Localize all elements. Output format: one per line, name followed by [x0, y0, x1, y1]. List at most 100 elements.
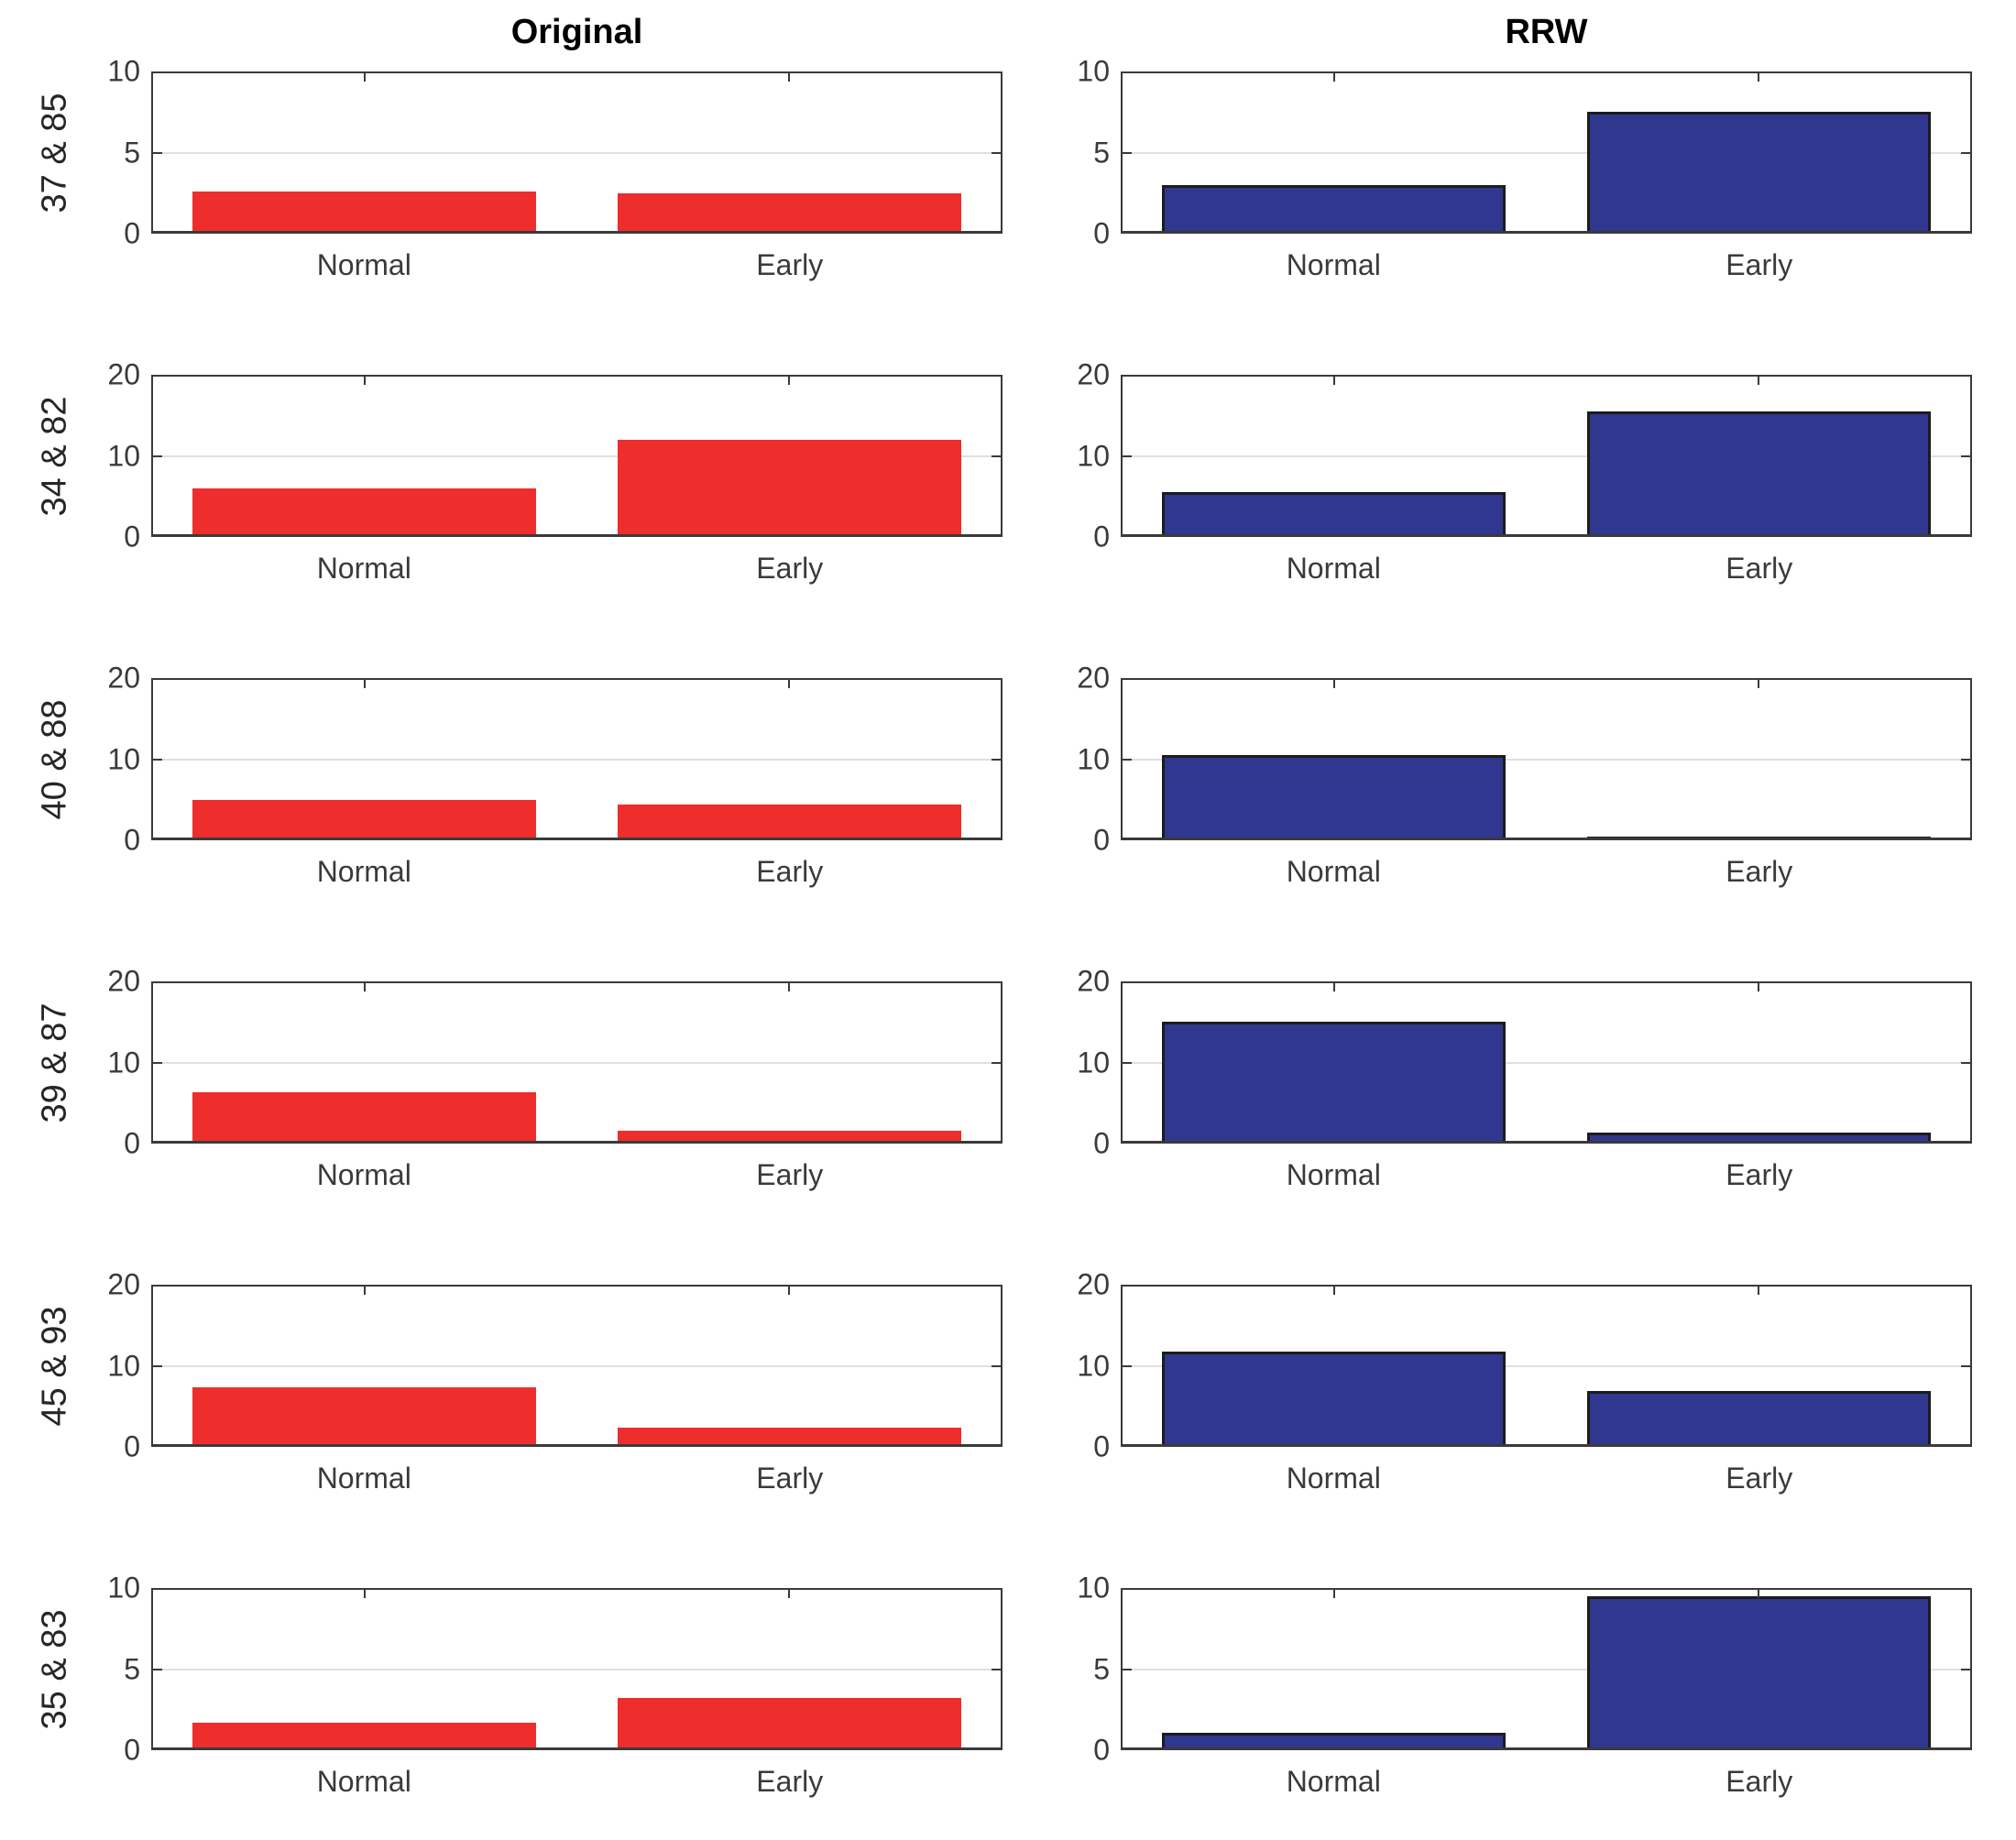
y-tick-label: 0	[124, 823, 140, 857]
x-tick-mark-top	[787, 73, 790, 82]
x-tick-label: Early	[1726, 248, 1793, 281]
gridline	[151, 151, 1003, 154]
gridline	[151, 758, 1003, 761]
y-tick-label: 0	[124, 1429, 140, 1463]
y-tick-label: 10	[1077, 1349, 1110, 1382]
x-tick-mark-top	[364, 983, 367, 991]
x-tick-mark-top	[787, 1287, 790, 1295]
x-tick-mark-top	[1333, 983, 1336, 991]
bar-early	[618, 805, 962, 840]
gridline	[1121, 151, 1972, 154]
x-tick-mark-top	[364, 1590, 367, 1598]
bar-early	[1587, 112, 1932, 234]
x-tick-mark-top	[364, 680, 367, 688]
x-tick-label: Early	[1726, 1765, 1793, 1798]
x-tick-mark-top	[1757, 73, 1759, 82]
gridline	[151, 1364, 1003, 1367]
bar-normal	[1161, 1022, 1506, 1144]
subplot-original-row5: 45 & 93 0 10 20 Normal Early	[36, 1268, 1003, 1495]
y-tick-label: 10	[107, 1571, 140, 1605]
subplot-original-row4: 39 & 87 0 10 20 Normal Early	[36, 965, 1003, 1191]
y-tick-label: 5	[124, 136, 140, 169]
y-tick-label: 10	[1077, 54, 1110, 88]
y-tick-label: 10	[1077, 1046, 1110, 1079]
y-tick-label: 10	[107, 1349, 140, 1382]
x-tick-label: Early	[756, 1158, 824, 1191]
subplot-rrw-row5: 0 10 20 Normal Early	[1077, 1268, 1972, 1495]
y-tick-label: 20	[107, 661, 140, 695]
gridline	[1121, 1668, 1972, 1670]
y-tick-label: 20	[107, 964, 140, 998]
bar-normal	[1161, 1352, 1506, 1447]
y-tick-label: 10	[1077, 1571, 1110, 1605]
x-tick-mark-top	[1333, 377, 1336, 385]
x-tick-label: Normal	[316, 1158, 411, 1191]
y-tick-label: 0	[124, 1733, 140, 1767]
x-tick-label: Early	[756, 1765, 824, 1798]
y-tick-label: 10	[107, 742, 140, 775]
x-tick-label: Early	[756, 552, 824, 585]
bar-normal	[192, 487, 536, 537]
x-tick-mark-top	[364, 377, 367, 385]
bar-normal	[1161, 184, 1506, 234]
bar-normal	[192, 799, 536, 840]
y-tick-label: 5	[1093, 136, 1110, 169]
y-tick-label: 0	[1093, 1733, 1110, 1767]
x-tick-mark-top	[787, 983, 790, 991]
bar-normal	[192, 191, 536, 234]
y-tick-label: 0	[124, 216, 140, 250]
subplot-original-row3: 40 & 88 0 10 20 Normal Early	[36, 662, 1003, 888]
subplot-rrw-row4: 0 10 20 Normal Early	[1077, 965, 1972, 1191]
y-tick-label: 20	[1077, 661, 1110, 695]
subplot-rrw-row3: 0 10 20 Normal Early	[1077, 662, 1972, 888]
gridline	[151, 455, 1003, 457]
x-tick-label: Early	[756, 1462, 824, 1495]
y-tick-label: 0	[1093, 1429, 1110, 1463]
y-tick-label: 0	[1093, 216, 1110, 250]
bar-early	[1587, 1132, 1932, 1144]
gridline	[1121, 1364, 1972, 1367]
subplot-original-row2: 34 & 82 0 10 20 Normal Early	[36, 358, 1003, 585]
x-tick-mark-top	[1333, 1590, 1336, 1598]
x-tick-label: Normal	[1286, 1462, 1381, 1495]
y-tick-label: 0	[124, 520, 140, 553]
x-tick-label: Early	[756, 248, 824, 281]
y-tick-label: 20	[1077, 1267, 1110, 1301]
bar-early	[1587, 411, 1932, 537]
gridline	[1121, 1061, 1972, 1064]
x-tick-label: Normal	[316, 855, 411, 888]
bar-early	[618, 192, 962, 234]
gridline	[1121, 758, 1972, 761]
gridline	[151, 1668, 1003, 1670]
x-tick-label: Normal	[1286, 1158, 1381, 1191]
x-tick-mark-top	[1333, 680, 1336, 688]
x-tick-label: Early	[1726, 855, 1793, 888]
bar-normal	[1161, 1732, 1506, 1750]
x-tick-label: Normal	[316, 1765, 411, 1798]
bar-normal	[192, 1386, 536, 1447]
x-tick-label: Normal	[316, 248, 411, 281]
bar-normal	[1161, 492, 1506, 537]
y-tick-label: 10	[1077, 742, 1110, 775]
x-tick-label: Early	[1726, 1462, 1793, 1495]
y-tick-label: 10	[107, 54, 140, 88]
y-tick-label: 10	[107, 439, 140, 472]
y-tick-label: 5	[124, 1652, 140, 1685]
subplot-original-row6: 35 & 83 0 5 10 Normal Early	[36, 1572, 1003, 1798]
subplot-rrw-row1: RRW 0 5 10 Normal Early	[1077, 13, 1972, 281]
x-tick-mark-top	[787, 377, 790, 385]
x-tick-label: Early	[1726, 552, 1793, 585]
bar-early	[618, 1698, 962, 1750]
x-tick-mark-top	[1333, 1287, 1336, 1295]
y-tick-label: 0	[124, 1126, 140, 1160]
x-tick-mark-top	[1757, 1287, 1759, 1295]
bar-early	[618, 1427, 962, 1447]
y-tick-label: 5	[1093, 1652, 1110, 1685]
x-tick-mark-top	[787, 1590, 790, 1598]
y-tick-label: 20	[107, 1267, 140, 1301]
plot-title: Original	[510, 13, 643, 51]
y-tick-label: 0	[1093, 823, 1110, 857]
x-tick-label: Normal	[1286, 855, 1381, 888]
bar-early	[1587, 1390, 1932, 1447]
